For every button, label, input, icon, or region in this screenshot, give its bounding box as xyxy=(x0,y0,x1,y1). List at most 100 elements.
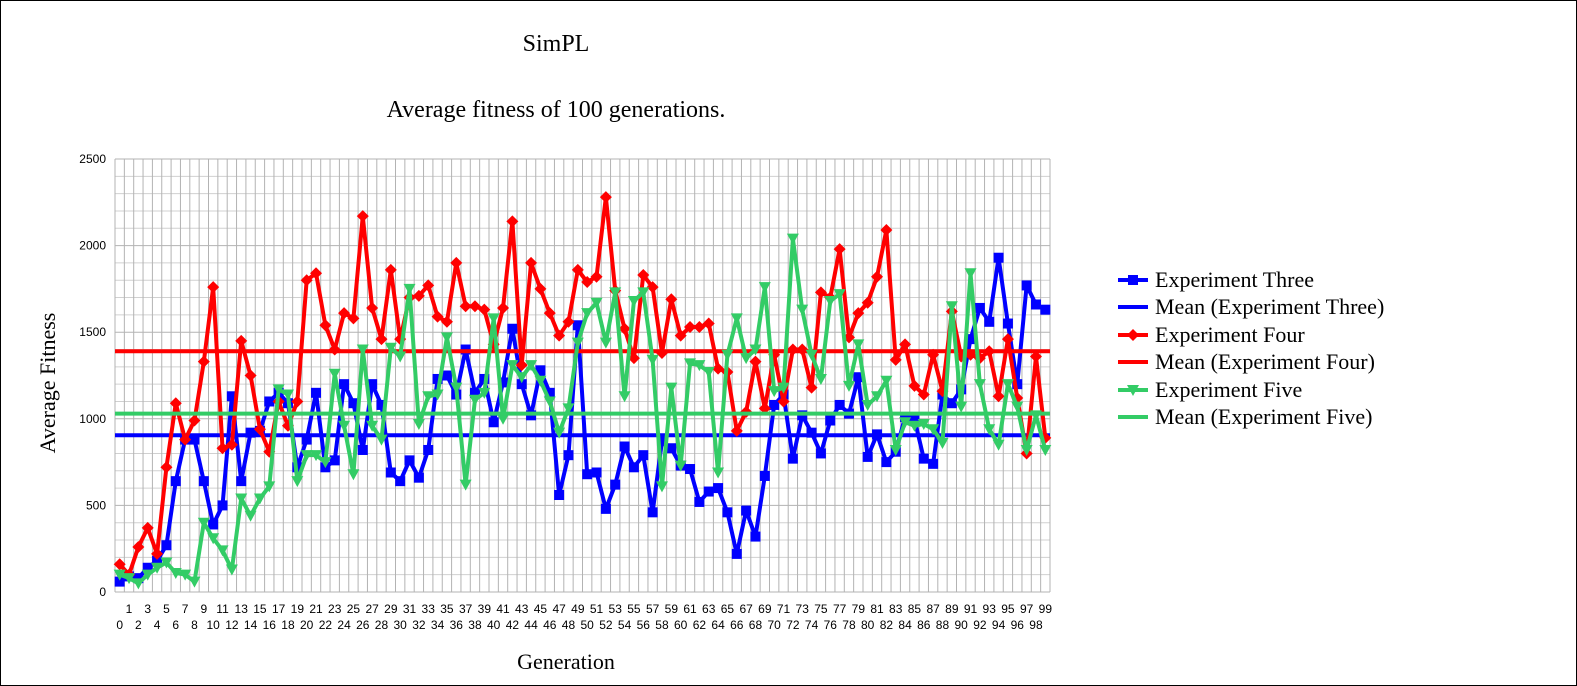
x-tick-label: 71 xyxy=(777,602,791,616)
x-tick-label: 80 xyxy=(861,618,875,632)
data-point xyxy=(814,286,827,299)
legend-key-marker xyxy=(1127,384,1139,396)
data-point xyxy=(712,362,725,375)
x-tick-label: 31 xyxy=(403,602,417,616)
data-point xyxy=(730,313,743,325)
data-point xyxy=(375,333,388,346)
data-point xyxy=(600,503,611,514)
x-tick-label: 29 xyxy=(384,602,398,616)
x-tick-label: 25 xyxy=(347,602,361,616)
data-point xyxy=(637,287,650,299)
chart-subtitle: Average fitness of 100 generations. xyxy=(386,97,726,123)
data-point xyxy=(637,269,650,282)
data-point xyxy=(169,397,182,410)
data-point xyxy=(665,382,678,394)
legend-item: Mean (Experiment Three) xyxy=(1117,294,1384,322)
data-point xyxy=(432,373,443,384)
legend-label: Mean (Experiment Four) xyxy=(1155,349,1375,375)
x-tick-label: 51 xyxy=(590,602,604,616)
data-point xyxy=(684,321,697,334)
data-point xyxy=(627,296,640,308)
x-tick-label: 64 xyxy=(711,618,725,632)
data-point xyxy=(367,379,378,390)
data-point xyxy=(114,576,125,587)
data-point xyxy=(301,434,312,445)
data-point xyxy=(880,224,893,237)
data-point xyxy=(908,420,921,432)
data-point xyxy=(141,569,154,581)
x-tick-label: 77 xyxy=(833,602,847,616)
data-point xyxy=(412,289,425,302)
x-tick-label: 5 xyxy=(163,602,170,616)
legend: Experiment Three Mean (Experiment Three) E… xyxy=(1117,266,1384,431)
x-tick-label: 93 xyxy=(983,602,997,616)
x-tick-label: 59 xyxy=(665,602,679,616)
data-point xyxy=(918,453,929,464)
x-tick-label: 84 xyxy=(898,618,912,632)
data-point xyxy=(862,451,873,462)
data-point xyxy=(750,531,761,542)
legend-label: Experiment Three xyxy=(1155,266,1315,292)
data-point xyxy=(347,469,360,481)
x-tick-label: 40 xyxy=(487,618,501,632)
data-point xyxy=(376,399,387,410)
data-point xyxy=(825,415,836,426)
legend-key xyxy=(1118,305,1148,310)
legend-item: Experiment Three xyxy=(1117,266,1384,294)
data-point xyxy=(786,233,799,245)
legend-key xyxy=(1118,328,1148,341)
x-tick-label: 60 xyxy=(674,618,688,632)
legend-item: Experiment Five xyxy=(1117,376,1384,404)
x-tick-label: 78 xyxy=(842,618,856,632)
data-point xyxy=(722,507,733,518)
data-point xyxy=(375,434,388,446)
legend-key xyxy=(1118,384,1148,396)
data-point xyxy=(225,564,238,576)
data-point xyxy=(684,358,697,370)
data-point xyxy=(973,379,986,391)
x-axis-label: Generation xyxy=(517,649,615,674)
x-tick-label: 55 xyxy=(627,602,641,616)
data-point xyxy=(217,500,228,511)
x-tick-label: 34 xyxy=(431,618,445,632)
x-tick-label: 54 xyxy=(618,618,632,632)
data-point xyxy=(403,283,416,295)
data-point xyxy=(516,379,527,390)
data-point xyxy=(590,270,603,283)
legend-key-marker xyxy=(1127,328,1139,341)
data-point xyxy=(769,399,780,410)
data-point xyxy=(853,372,864,383)
data-point xyxy=(880,375,893,387)
data-point xyxy=(235,334,248,347)
data-point xyxy=(207,281,220,294)
data-point xyxy=(1011,401,1024,413)
data-point xyxy=(889,444,902,456)
data-point xyxy=(1039,444,1052,456)
x-tick-label: 3 xyxy=(144,602,151,616)
data-point xyxy=(945,301,958,313)
data-point xyxy=(777,395,790,408)
data-point xyxy=(311,387,322,398)
data-point xyxy=(216,545,229,557)
data-point xyxy=(339,379,350,390)
x-tick-label: 7 xyxy=(182,602,189,616)
data-point xyxy=(984,316,995,327)
data-point xyxy=(900,412,911,423)
data-point xyxy=(338,420,351,432)
x-tick-label: 10 xyxy=(206,618,220,632)
data-point xyxy=(498,377,509,388)
data-point xyxy=(618,322,631,335)
data-point xyxy=(646,354,659,366)
data-point xyxy=(226,391,237,402)
data-point xyxy=(441,370,452,381)
data-point xyxy=(964,268,977,280)
x-tick-label: 28 xyxy=(375,618,389,632)
data-point xyxy=(974,302,985,313)
data-point xyxy=(450,256,463,269)
data-point xyxy=(225,438,238,451)
data-point xyxy=(1030,299,1041,310)
data-point xyxy=(656,436,667,447)
legend-label: Mean (Experiment Five) xyxy=(1155,404,1373,430)
data-point xyxy=(208,519,219,530)
